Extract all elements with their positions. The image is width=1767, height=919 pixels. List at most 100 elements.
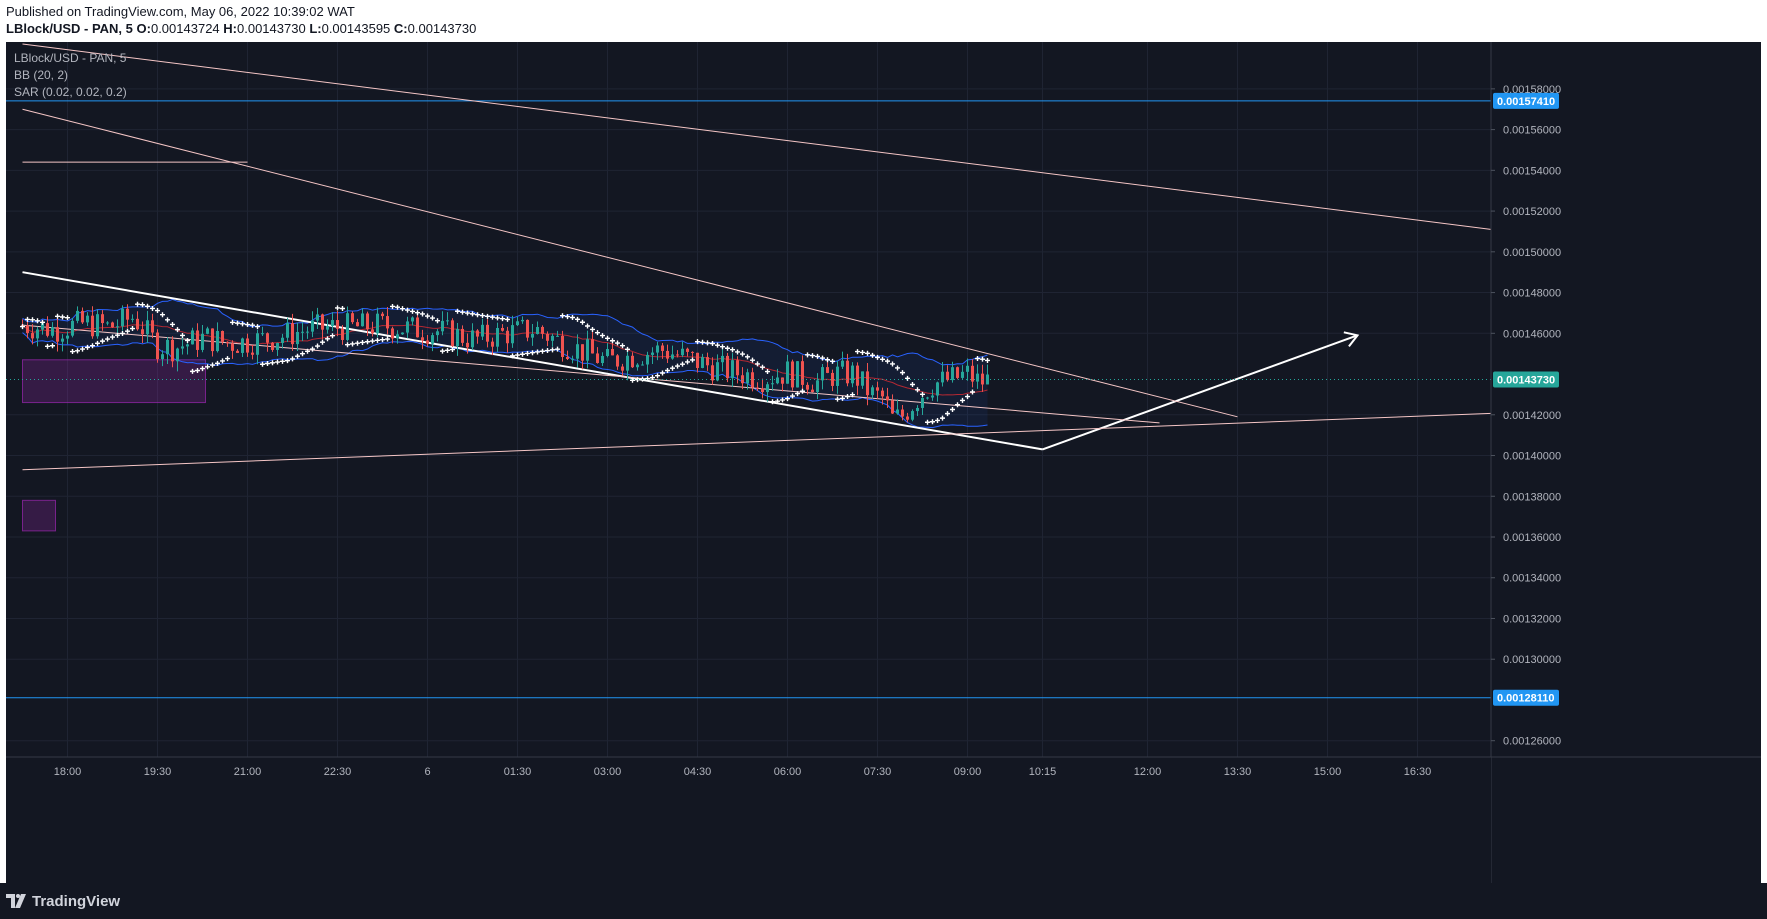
candle-body [786, 361, 789, 384]
candle-body [361, 313, 364, 327]
candle-body [961, 371, 964, 378]
candle-body [641, 364, 644, 366]
sar-point [605, 335, 610, 341]
candle-body [616, 355, 619, 367]
candle-body [296, 331, 299, 345]
candle-body [426, 340, 429, 344]
trendline[interactable] [22, 412, 1508, 471]
sar-point [210, 362, 215, 368]
candle-body [191, 330, 194, 345]
sar-point [360, 339, 365, 345]
candle-body [131, 318, 134, 320]
sar-point [160, 312, 165, 318]
legend-bb[interactable]: BB (20, 2) [14, 68, 69, 82]
sar-point [145, 303, 150, 309]
legend-symbol[interactable]: LBlock/USD - PAN, 5 [14, 51, 127, 65]
sar-point [445, 347, 450, 353]
candle-body [471, 330, 474, 348]
low-value: 0.00143595 [321, 21, 391, 36]
chart-area[interactable]: 0.00158000 0.00156000 0.00154000 0.00152000… [6, 42, 1761, 883]
sar-point [70, 349, 75, 355]
price-chart[interactable]: 0.00158000 0.00156000 0.00154000 0.00152000… [6, 42, 1761, 883]
sar-point [935, 417, 940, 423]
candle-body [886, 396, 889, 401]
trendline[interactable] [22, 108, 1238, 418]
candle-body [466, 342, 469, 348]
sar-point [390, 303, 395, 309]
trendline[interactable] [22, 43, 1508, 232]
projection-arrow[interactable] [1042, 334, 1358, 451]
candle-body [681, 348, 684, 356]
sar-point [940, 415, 945, 421]
price-tick-label: 0.00150000 [1503, 247, 1561, 259]
open-value: 0.00143724 [150, 21, 220, 36]
candle-body [36, 329, 39, 339]
sar-point [955, 402, 960, 408]
sar-point [335, 305, 340, 311]
candle-body [66, 335, 69, 339]
candle-body [261, 333, 264, 335]
bollinger-fill [22, 299, 988, 428]
candle-body [596, 353, 599, 363]
legend-sar[interactable]: SAR (0.02, 0.02, 0.2) [14, 85, 127, 99]
price-tick-label: 0.00148000 [1503, 288, 1561, 300]
sar-point [410, 308, 415, 314]
candle-body [251, 352, 254, 355]
candle-body [671, 354, 674, 359]
candle-body [826, 367, 829, 373]
trendline[interactable] [22, 271, 1043, 451]
sar-point [910, 381, 915, 387]
sar-point [175, 327, 180, 333]
candle-body [876, 387, 879, 391]
sar-point [530, 350, 535, 356]
candle-body [571, 358, 574, 360]
sar-point [165, 317, 170, 323]
demand-zone[interactable] [22, 359, 206, 404]
sar-point [100, 338, 105, 344]
candle-body [581, 344, 584, 361]
candle-body [791, 361, 794, 388]
sar-point [85, 344, 90, 350]
candle-body [111, 322, 114, 328]
sar-point [695, 339, 700, 345]
price-tick-label: 0.00156000 [1503, 125, 1561, 137]
tradingview-logo[interactable]: TradingView [6, 891, 120, 911]
price-axis[interactable] [1491, 42, 1761, 883]
candle-body [301, 331, 304, 333]
candle-body [601, 355, 604, 363]
demand-zone[interactable] [22, 499, 56, 532]
candle-body [461, 328, 464, 343]
sar-point [435, 318, 440, 324]
candle-body [696, 352, 699, 368]
time-tick-label: 6 [424, 766, 430, 778]
bollinger-lower [22, 332, 988, 429]
time-axis[interactable] [6, 757, 1491, 883]
open-label: O: [136, 21, 151, 36]
sar-point [370, 338, 375, 344]
candle-body [691, 351, 694, 353]
candle-body [716, 362, 719, 381]
candle-body [701, 357, 704, 368]
candle-body [76, 310, 79, 321]
sar-point [155, 308, 160, 314]
time-tick-label: 06:00 [774, 766, 802, 778]
sar-point [710, 340, 715, 346]
candle-body [591, 339, 594, 354]
candle-body [236, 350, 239, 353]
candle-body [971, 365, 974, 382]
candle-body [626, 355, 629, 371]
sar-point [365, 339, 370, 345]
price-tick-label: 0.00140000 [1503, 451, 1561, 463]
sar-point [660, 370, 665, 376]
sar-point [810, 353, 815, 359]
time-tick-label: 04:30 [684, 766, 712, 778]
candle-body [51, 327, 54, 336]
sar-point [475, 312, 480, 318]
sar-point [255, 324, 260, 330]
candle-body [746, 372, 749, 384]
sar-point [215, 360, 220, 366]
sar-point [715, 342, 720, 348]
candle-body [246, 338, 249, 353]
candle-body [881, 390, 884, 397]
candle-body [211, 328, 214, 352]
